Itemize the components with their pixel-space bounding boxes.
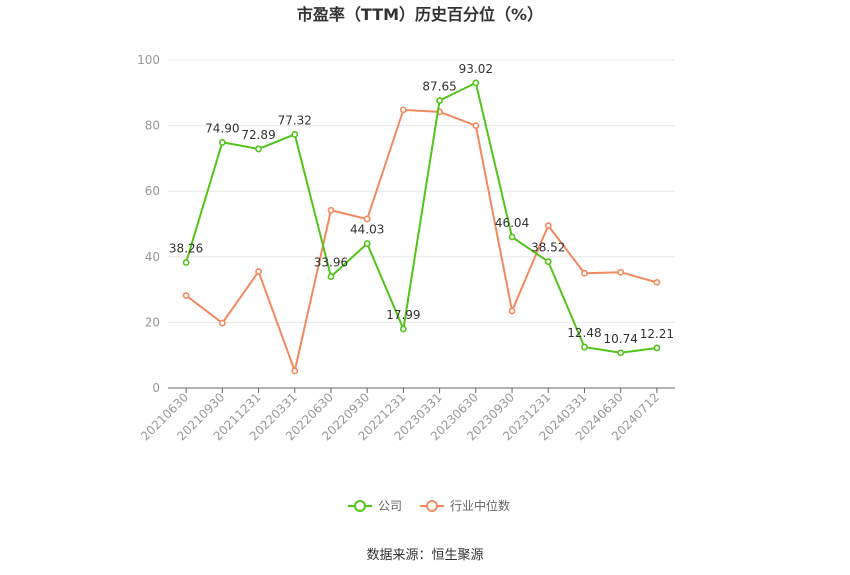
series-industry-median	[182, 106, 661, 375]
y-tick-label: 60	[145, 184, 160, 198]
data-label: 33.96	[314, 256, 348, 270]
data-label: 44.03	[350, 223, 384, 237]
data-point	[508, 233, 516, 241]
data-point	[182, 292, 190, 299]
data-point	[617, 268, 625, 276]
data-point	[218, 319, 226, 327]
data-point	[508, 307, 516, 315]
source-note: 数据来源：恒生聚源	[366, 548, 483, 563]
data-label: 87.65	[422, 80, 456, 94]
data-point	[653, 344, 661, 352]
data-point	[399, 106, 407, 114]
data-point	[291, 130, 299, 138]
data-point	[653, 278, 661, 286]
x-axis: 2021063020210930202112312022033120220630…	[138, 387, 675, 443]
data-point	[255, 145, 262, 153]
y-axis: 0 20 40 60 80 100	[137, 53, 160, 395]
chart-title: 市盈率（TTM）历史百分位（%）	[297, 5, 543, 24]
data-label: 10.74	[603, 332, 637, 346]
data-point	[544, 258, 552, 266]
gridlines	[168, 59, 675, 323]
data-point	[399, 325, 407, 333]
data-point	[363, 240, 371, 247]
y-tick-label: 100	[137, 53, 160, 67]
data-label: 77.32	[278, 113, 312, 127]
data-label: 12.21	[640, 327, 674, 341]
legend-label: 公司	[378, 499, 402, 513]
legend-item-industry-median[interactable]: 行业中位数	[420, 498, 510, 513]
data-point	[182, 259, 190, 266]
data-point	[581, 269, 588, 277]
data-label: 72.89	[241, 128, 275, 142]
data-point	[472, 79, 480, 87]
data-point	[255, 268, 262, 275]
data-point	[327, 206, 335, 214]
data-point	[327, 273, 335, 281]
y-tick-label: 20	[145, 315, 160, 329]
data-point	[617, 349, 625, 357]
legend-item-company[interactable]: 公司	[348, 499, 402, 513]
data-label: 12.48	[567, 326, 601, 340]
data-point	[436, 97, 444, 104]
data-label: 17.99	[386, 308, 420, 322]
y-tick-label: 40	[145, 250, 160, 264]
data-label: 74.90	[205, 121, 239, 135]
y-tick-label: 0	[152, 381, 160, 395]
data-point	[218, 138, 226, 146]
data-point	[472, 122, 480, 129]
series-line	[185, 81, 658, 354]
data-label: 38.26	[169, 242, 203, 256]
data-point	[291, 367, 299, 375]
data-point	[363, 215, 371, 223]
legend-label: 行业中位数	[450, 498, 510, 513]
data-label: 46.04	[495, 216, 529, 230]
data-label: 38.52	[531, 241, 565, 255]
legend-marker	[354, 500, 366, 512]
legend-marker	[426, 500, 438, 512]
data-point	[581, 343, 588, 351]
series-line	[185, 108, 658, 375]
data-point	[544, 222, 552, 230]
data-label: 93.02	[459, 62, 493, 76]
y-tick-label: 80	[145, 119, 160, 133]
legend: 公司 行业中位数	[348, 498, 510, 513]
